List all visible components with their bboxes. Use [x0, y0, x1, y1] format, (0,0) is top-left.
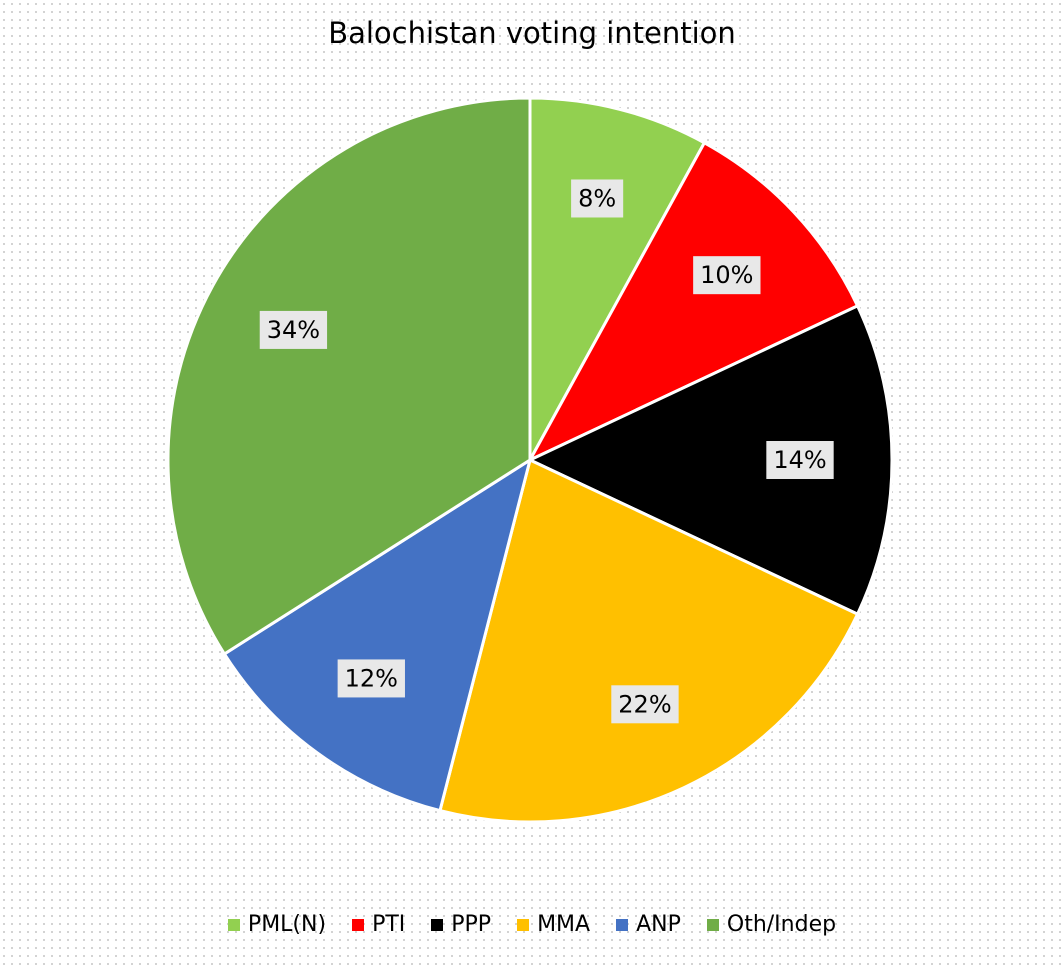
legend-swatch: [352, 918, 365, 931]
svg-text:12%: 12%: [345, 664, 398, 692]
data-label-oth-indep: 34%: [259, 310, 328, 349]
svg-text:10%: 10%: [700, 261, 753, 289]
legend-label: ANP: [636, 912, 681, 937]
legend-item-anp: ANP: [616, 912, 681, 937]
legend-label: PPP: [451, 912, 492, 937]
legend-item-ppp: PPP: [431, 912, 491, 937]
legend-item-pti: PTI: [352, 912, 405, 937]
legend-item-mma: MMA: [517, 912, 590, 937]
data-label-mma: 22%: [611, 685, 679, 724]
data-label-pml-n: 8%: [571, 179, 624, 218]
pie-data-labels: 8% 10% 14% 22% 12% 34%: [259, 179, 834, 724]
pie-slices: [166, 96, 894, 824]
legend-label: Oth/Indep: [726, 912, 837, 937]
svg-text:22%: 22%: [618, 690, 671, 718]
data-label-anp: 12%: [337, 659, 405, 698]
legend-item-oth-indep: Oth/Indep: [706, 912, 837, 937]
legend-label: PML(N): [247, 912, 327, 937]
chart-legend: PML(N) PTI PPP MMA ANP Oth/Indep: [0, 912, 1064, 937]
pie-slice-mma: [438, 458, 860, 824]
legend-item-pml-n: PML(N): [227, 912, 327, 937]
legend-swatch: [227, 918, 240, 931]
legend-swatch: [517, 918, 530, 931]
svg-text:34%: 34%: [267, 316, 320, 344]
legend-swatch: [706, 918, 719, 931]
svg-text:8%: 8%: [578, 184, 616, 212]
pie-slice-pti: [528, 141, 860, 462]
data-label-ppp: 14%: [766, 441, 834, 479]
pie-slice-anp: [222, 458, 532, 813]
legend-swatch: [431, 918, 444, 931]
chart-title: Balochistan voting intention: [328, 16, 736, 50]
legend-label: MMA: [537, 912, 591, 937]
pie-slice-ppp: [528, 304, 894, 616]
pie-slice-oth-indep: [166, 96, 532, 656]
legend-label: PTI: [372, 912, 406, 937]
data-label-pti: 10%: [693, 256, 761, 295]
legend-swatch: [616, 918, 629, 931]
svg-text:14%: 14%: [773, 446, 826, 474]
